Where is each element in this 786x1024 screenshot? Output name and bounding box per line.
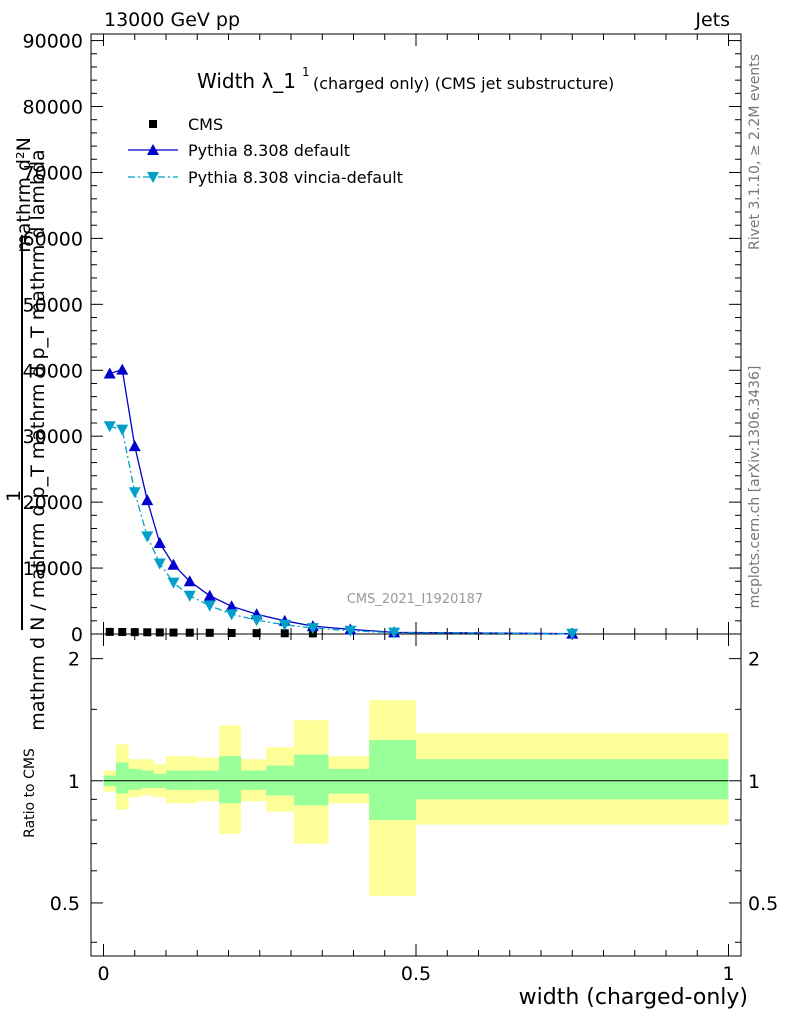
data-point-cms (143, 628, 152, 637)
data-point-pythia-8-308-default (153, 537, 166, 549)
legend-marker-pythia-8-308-vincia-default (147, 172, 159, 183)
data-point-pythia-8-308-vincia-default (128, 487, 141, 499)
data-point-pythia-8-308-vincia-default (203, 600, 216, 612)
ratio-stat-band-13 (369, 740, 416, 821)
legend-label-cms: CMS (188, 115, 223, 134)
data-point-cms (155, 628, 164, 637)
data-point-pythia-8-308-vincia-default (116, 424, 129, 436)
ratio-stat-band-9 (241, 770, 266, 790)
header-process-label: 13000 GeV pp (104, 9, 241, 31)
legend-marker-pythia-8-308-default (147, 144, 159, 155)
data-point-pythia-8-308-vincia-default (167, 577, 180, 589)
legend-label-pythia-8-308-default: Pythia 8.308 default (188, 141, 350, 160)
data-point-pythia-8-308-vincia-default (153, 558, 166, 570)
data-point-cms (105, 627, 114, 636)
ratio-tick-label-right: 2 (748, 649, 760, 671)
y-tick-label: 50000 (23, 294, 83, 316)
data-point-pythia-8-308-vincia-default (388, 627, 401, 639)
data-point-pythia-8-308-vincia-default (278, 619, 291, 631)
data-point-pythia-8-308-vincia-default (103, 421, 116, 433)
chart-subtitle: (charged only) (CMS jet substructure) (313, 74, 614, 93)
ratio-stat-band-5 (166, 770, 182, 790)
ratio-panel: 0 0.5 1 0.5 0.5 1 1 2 2 (50, 633, 778, 985)
data-point-pythia-8-308-vincia-default (250, 615, 263, 627)
data-point-pythia-8-308-vincia-default (141, 531, 154, 543)
legend-label-pythia-8-308-vincia-default: Pythia 8.308 vincia-default (188, 168, 403, 187)
data-point-pythia-8-308-default (116, 363, 129, 375)
chart-title: Width λ_1 (197, 69, 296, 93)
data-point-cms (118, 628, 127, 637)
data-point-cms (205, 628, 214, 637)
y-tick-label: 40000 (23, 360, 83, 382)
data-point-pythia-8-308-default (128, 440, 141, 452)
x-axis-label: width (charged-only) (518, 985, 748, 1010)
ratio-stat-band-11 (294, 754, 329, 806)
data-point-cms (185, 628, 194, 637)
ratio-stat-band-3 (141, 770, 154, 788)
ratio-tick-label-left: 1 (68, 771, 80, 793)
x-tick-label: 0.5 (401, 963, 431, 985)
data-point-pythia-8-308-vincia-default (344, 625, 357, 637)
y-tick-label: 20000 (23, 492, 83, 514)
y-tick-label: 80000 (23, 97, 83, 119)
ratio-tick-label-left: 2 (68, 649, 80, 671)
data-point-cms (227, 629, 236, 638)
data-point-cms (280, 629, 289, 638)
ratio-stat-band-8 (219, 756, 241, 804)
data-point-pythia-8-308-vincia-default (306, 623, 319, 635)
data-point-cms (130, 628, 139, 637)
data-point-cms (169, 628, 178, 637)
y-tick-label: 60000 (23, 228, 83, 250)
ratio-stat-band-7 (197, 770, 220, 790)
header-analysis-type: Jets (695, 9, 730, 31)
ratio-stat-band-14 (416, 759, 729, 800)
data-point-pythia-8-308-vincia-default (566, 628, 579, 640)
data-point-cms (252, 629, 261, 638)
data-point-pythia-8-308-vincia-default (225, 609, 238, 621)
main-panel: 0 10000 20000 30000 40000 50000 60000 70000 8000… (23, 31, 742, 646)
data-point-pythia-8-308-default (103, 367, 116, 379)
series-line-pythia-8-308-vincia-default (109, 425, 573, 635)
x-tick-label: 1 (722, 963, 734, 985)
y-tick-label: 10000 (23, 558, 83, 580)
ratio-stat-band-6 (181, 770, 198, 790)
data-point-pythia-8-308-default (183, 575, 196, 587)
y-tick-label: 30000 (23, 426, 83, 448)
data-point-pythia-8-308-default (225, 600, 238, 612)
ratio-stat-band-1 (116, 762, 129, 794)
analysis-watermark: CMS_2021_I1920187 (347, 592, 483, 607)
chart-title-superscript: 1 (302, 65, 310, 79)
data-point-pythia-8-308-default (141, 494, 154, 506)
x-tick-label: 0 (97, 963, 109, 985)
ratio-tick-label-left: 0.5 (50, 893, 80, 915)
y-axis-fraction-bar (21, 235, 23, 630)
data-point-pythia-8-308-default (167, 558, 180, 570)
y-tick-label: 90000 (23, 31, 83, 53)
ratio-stat-band-2 (128, 768, 141, 790)
ratio-tick-label-right: 0.5 (748, 893, 778, 915)
series-line-pythia-8-308-default (109, 368, 573, 635)
y-tick-label: 70000 (23, 162, 83, 184)
legend-marker-cms (149, 120, 157, 128)
y-tick-label: 0 (71, 624, 83, 646)
ratio-tick-label-right: 1 (748, 771, 760, 793)
data-point-pythia-8-308-default (203, 589, 216, 601)
data-point-pythia-8-308-vincia-default (183, 590, 196, 602)
